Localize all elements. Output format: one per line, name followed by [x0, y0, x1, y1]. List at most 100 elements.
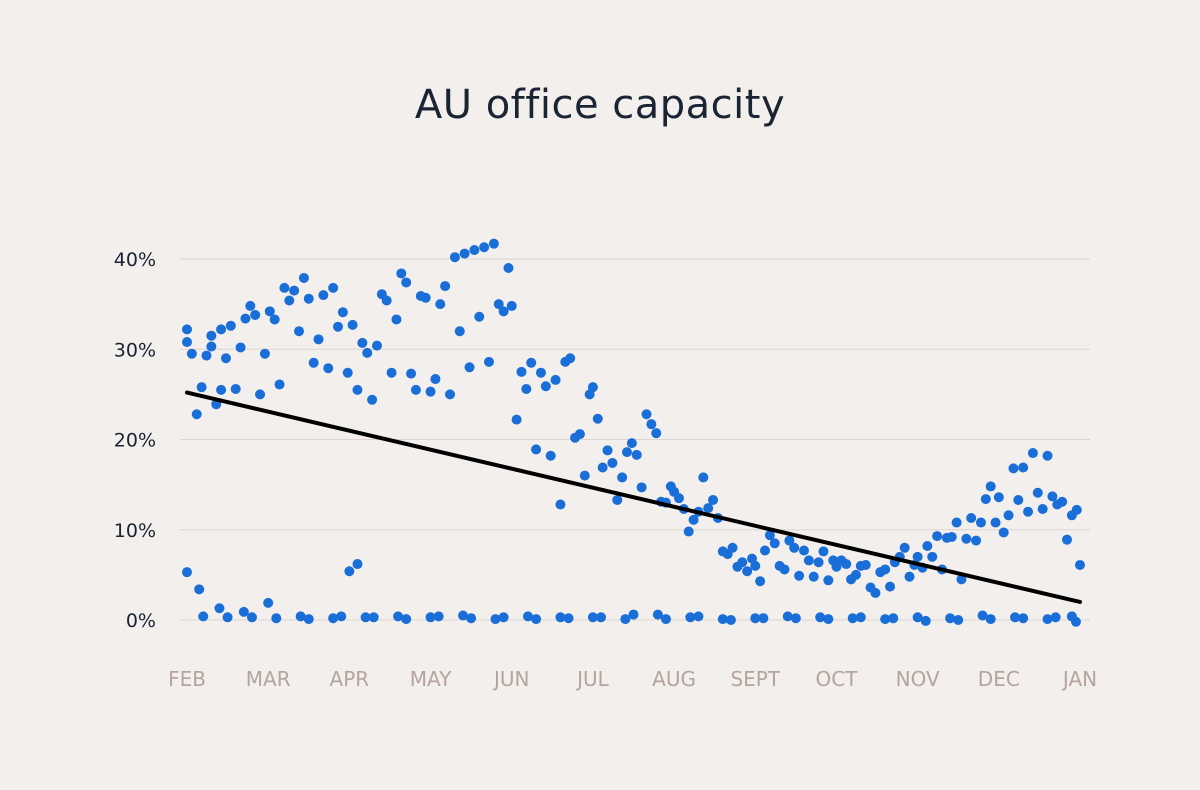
data-point [303, 614, 314, 625]
data-point [813, 557, 824, 568]
data-point [708, 494, 719, 505]
trendline-group [185, 390, 1082, 604]
data-point [298, 272, 309, 283]
data-point [750, 613, 761, 624]
data-point [1075, 559, 1085, 570]
data-point [531, 614, 542, 625]
data-point [1062, 534, 1073, 545]
data-point [540, 381, 551, 392]
data-point [769, 538, 780, 549]
data-point [628, 609, 639, 620]
data-point [214, 603, 225, 614]
data-point [622, 447, 633, 458]
data-point [498, 612, 509, 623]
data-point [371, 340, 382, 351]
data-point [352, 384, 363, 395]
data-point [885, 581, 896, 592]
data-point [182, 324, 192, 335]
x-tick-label: MAY [410, 667, 452, 691]
x-tick-label: JAN [1061, 667, 1097, 691]
data-point [612, 494, 623, 505]
data-point [182, 567, 192, 578]
data-point [1027, 448, 1038, 459]
data-point [469, 244, 480, 255]
data-point [888, 613, 899, 624]
data-point [225, 320, 236, 331]
data-point [245, 300, 256, 311]
data-point [386, 367, 397, 378]
data-point [617, 472, 628, 483]
data-point [194, 584, 205, 595]
data-point [357, 337, 368, 348]
y-tick-label: 20% [114, 430, 156, 452]
data-point [1032, 487, 1043, 498]
data-point [1042, 450, 1053, 461]
data-point [1013, 494, 1024, 505]
data-point [308, 357, 319, 368]
y-tick-label: 0% [126, 610, 156, 632]
data-point [479, 242, 490, 253]
data-point [717, 614, 728, 625]
data-point [641, 409, 652, 420]
data-point [328, 282, 339, 293]
data-point [235, 342, 246, 353]
data-point [1057, 496, 1068, 507]
data-point [454, 326, 465, 337]
data-point [289, 285, 300, 296]
data-point [490, 614, 501, 625]
data-point [631, 449, 642, 460]
x-tick-label: MAR [246, 667, 291, 691]
data-point [922, 540, 933, 551]
data-point [990, 517, 1001, 528]
data-point [870, 587, 881, 598]
data-point [196, 382, 207, 393]
data-point [401, 277, 412, 288]
data-point [953, 615, 964, 625]
data-point [899, 542, 910, 553]
data-point [823, 614, 834, 625]
data-point [596, 612, 607, 623]
data-point [295, 611, 306, 622]
data-point [803, 555, 814, 566]
data-point [198, 611, 209, 622]
data-point [850, 569, 861, 580]
data-point [440, 281, 451, 292]
data-point [660, 614, 671, 625]
data-point [342, 367, 353, 378]
data-point [368, 612, 379, 623]
data-point [516, 366, 527, 377]
data-point [352, 559, 363, 570]
data-point [284, 295, 295, 306]
data-point [391, 314, 402, 325]
data-point [367, 394, 378, 405]
data-point [685, 612, 696, 623]
data-point [790, 613, 801, 624]
data-point [789, 542, 800, 553]
data-point [636, 482, 647, 493]
data-point [1018, 462, 1029, 473]
data-point [466, 613, 477, 624]
data-point [998, 527, 1009, 538]
data-point [880, 614, 891, 625]
data-point [1070, 616, 1081, 627]
x-tick-label: SEPT [730, 667, 780, 691]
data-point [220, 353, 231, 364]
data-point [961, 533, 972, 544]
data-point [318, 290, 329, 301]
data-point [607, 457, 618, 468]
data-point [688, 514, 699, 525]
data-point [238, 606, 249, 617]
data-point [531, 444, 542, 455]
data-point [951, 517, 962, 528]
data-point [435, 299, 446, 310]
data-point [956, 574, 967, 585]
data-point [798, 545, 809, 556]
data-point [191, 409, 202, 420]
data-point [750, 560, 761, 571]
data-point [574, 429, 585, 440]
x-tick-label: AUG [652, 667, 696, 691]
data-point [1047, 491, 1058, 502]
data-point [683, 526, 694, 537]
data-point [563, 613, 574, 624]
data-point [360, 612, 371, 623]
